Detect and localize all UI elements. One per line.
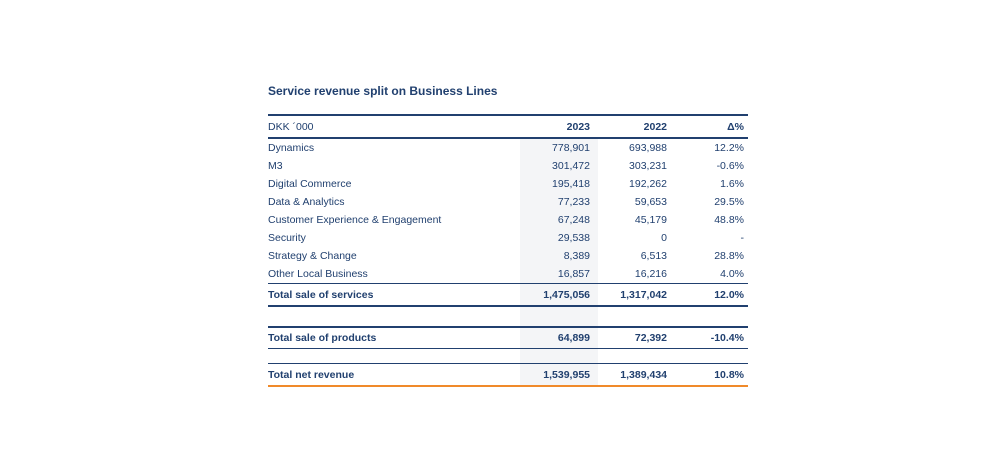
value-2023: 778,901 bbox=[552, 142, 590, 154]
row-label: Other Local Business bbox=[268, 268, 368, 280]
row-label: Dynamics bbox=[268, 142, 315, 154]
revenue-table: DKK ´000 2023 2022 Δ% Dynamics 778,901 6… bbox=[268, 114, 748, 387]
table-row: M3 301,472 303,231 -0.6% bbox=[268, 157, 748, 175]
value-2023: 67,248 bbox=[557, 214, 590, 226]
value-2022: 192,262 bbox=[629, 178, 667, 190]
value-2022: 0 bbox=[661, 232, 667, 244]
table-row: Dynamics 778,901 693,988 12.2% bbox=[268, 139, 748, 157]
section-gap bbox=[268, 349, 748, 363]
row-label: Total sale of products bbox=[268, 332, 377, 344]
delta-percent: 12.0% bbox=[714, 288, 744, 301]
total-row-net-revenue: Total net revenue 1,539,955 1,389,434 10… bbox=[268, 363, 748, 387]
total-row-products: Total sale of products 64,899 72,392 -10… bbox=[268, 326, 748, 349]
value-2022: 6,513 bbox=[640, 250, 667, 262]
row-label: Digital Commerce bbox=[268, 178, 352, 190]
value-2023: 1,539,955 bbox=[543, 368, 590, 381]
value-2022: 303,231 bbox=[629, 160, 667, 172]
total-row-services: Total sale of services 1,475,056 1,317,0… bbox=[268, 283, 748, 307]
table-row: Data & Analytics 77,233 59,653 29.5% bbox=[268, 193, 748, 211]
value-2023: 195,418 bbox=[552, 178, 590, 190]
value-2023: 64,899 bbox=[557, 332, 590, 344]
value-2022: 45,179 bbox=[634, 214, 667, 226]
col-header-2022: 2022 bbox=[643, 120, 667, 133]
row-label: Strategy & Change bbox=[268, 250, 357, 262]
row-label: M3 bbox=[268, 160, 283, 172]
row-label: Total net revenue bbox=[268, 368, 355, 381]
table-row: Strategy & Change 8,389 6,513 28.8% bbox=[268, 247, 748, 265]
column-highlight-2023 bbox=[520, 139, 598, 387]
value-2023: 77,233 bbox=[557, 196, 590, 208]
delta-percent: 12.2% bbox=[714, 142, 744, 154]
delta-percent: -0.6% bbox=[716, 160, 744, 172]
value-2022: 1,317,042 bbox=[620, 288, 667, 301]
value-2023: 8,389 bbox=[563, 250, 590, 262]
delta-percent: 29.5% bbox=[714, 196, 744, 208]
col-header-delta: Δ% bbox=[727, 120, 744, 133]
table-row: Customer Experience & Engagement 67,248 … bbox=[268, 211, 748, 229]
section-gap bbox=[268, 307, 748, 326]
table-row: Security 29,538 0 - bbox=[268, 229, 748, 247]
table-title: Service revenue split on Business Lines bbox=[268, 84, 498, 98]
table-row: Other Local Business 16,857 16,216 4.0% bbox=[268, 265, 748, 283]
delta-percent: 4.0% bbox=[720, 268, 744, 280]
value-2023: 29,538 bbox=[557, 232, 590, 244]
delta-percent: -10.4% bbox=[710, 332, 744, 344]
row-label: Total sale of services bbox=[268, 288, 374, 301]
delta-percent: 10.8% bbox=[714, 368, 744, 381]
table-row: Digital Commerce 195,418 192,262 1.6% bbox=[268, 175, 748, 193]
row-label: Security bbox=[268, 232, 306, 244]
value-2023: 1,475,056 bbox=[543, 288, 590, 301]
value-2022: 693,988 bbox=[629, 142, 667, 154]
delta-percent: 48.8% bbox=[714, 214, 744, 226]
value-2022: 16,216 bbox=[634, 268, 667, 280]
table-header-row: DKK ´000 2023 2022 Δ% bbox=[268, 114, 748, 139]
row-label: Customer Experience & Engagement bbox=[268, 214, 442, 226]
value-2023: 301,472 bbox=[552, 160, 590, 172]
revenue-table-section: Service revenue split on Business Lines … bbox=[268, 84, 748, 387]
delta-percent: - bbox=[740, 232, 745, 244]
value-2022: 1,389,434 bbox=[620, 368, 667, 381]
delta-percent: 28.8% bbox=[714, 250, 744, 262]
value-2022: 72,392 bbox=[634, 332, 667, 344]
value-2022: 59,653 bbox=[634, 196, 667, 208]
row-label: Data & Analytics bbox=[268, 196, 345, 208]
unit-header: DKK ´000 bbox=[268, 120, 314, 133]
delta-percent: 1.6% bbox=[720, 178, 744, 190]
col-header-2023: 2023 bbox=[566, 120, 590, 133]
value-2023: 16,857 bbox=[557, 268, 590, 280]
